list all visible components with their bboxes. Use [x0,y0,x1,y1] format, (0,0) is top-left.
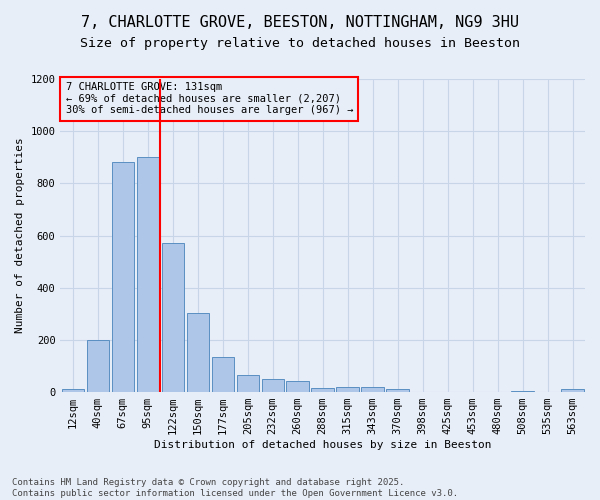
Text: Size of property relative to detached houses in Beeston: Size of property relative to detached ho… [80,38,520,51]
X-axis label: Distribution of detached houses by size in Beeston: Distribution of detached houses by size … [154,440,491,450]
Bar [311,388,334,392]
Bar [86,340,109,392]
Bar [161,244,184,392]
Text: 7 CHARLOTTE GROVE: 131sqm
← 69% of detached houses are smaller (2,207)
30% of se: 7 CHARLOTTE GROVE: 131sqm ← 69% of detac… [65,82,353,116]
Bar [236,375,259,392]
Bar [386,390,409,392]
Bar [187,312,209,392]
Bar [137,158,159,392]
Text: Contains HM Land Registry data © Crown copyright and database right 2025.
Contai: Contains HM Land Registry data © Crown c… [12,478,458,498]
Bar [561,390,584,392]
Bar [112,162,134,392]
Bar [337,388,359,392]
Y-axis label: Number of detached properties: Number of detached properties [15,138,25,334]
Bar [62,390,84,392]
Text: 7, CHARLOTTE GROVE, BEESTON, NOTTINGHAM, NG9 3HU: 7, CHARLOTTE GROVE, BEESTON, NOTTINGHAM,… [81,15,519,30]
Bar [361,388,384,392]
Bar [212,357,234,392]
Bar [511,391,534,392]
Bar [262,379,284,392]
Bar [286,381,309,392]
